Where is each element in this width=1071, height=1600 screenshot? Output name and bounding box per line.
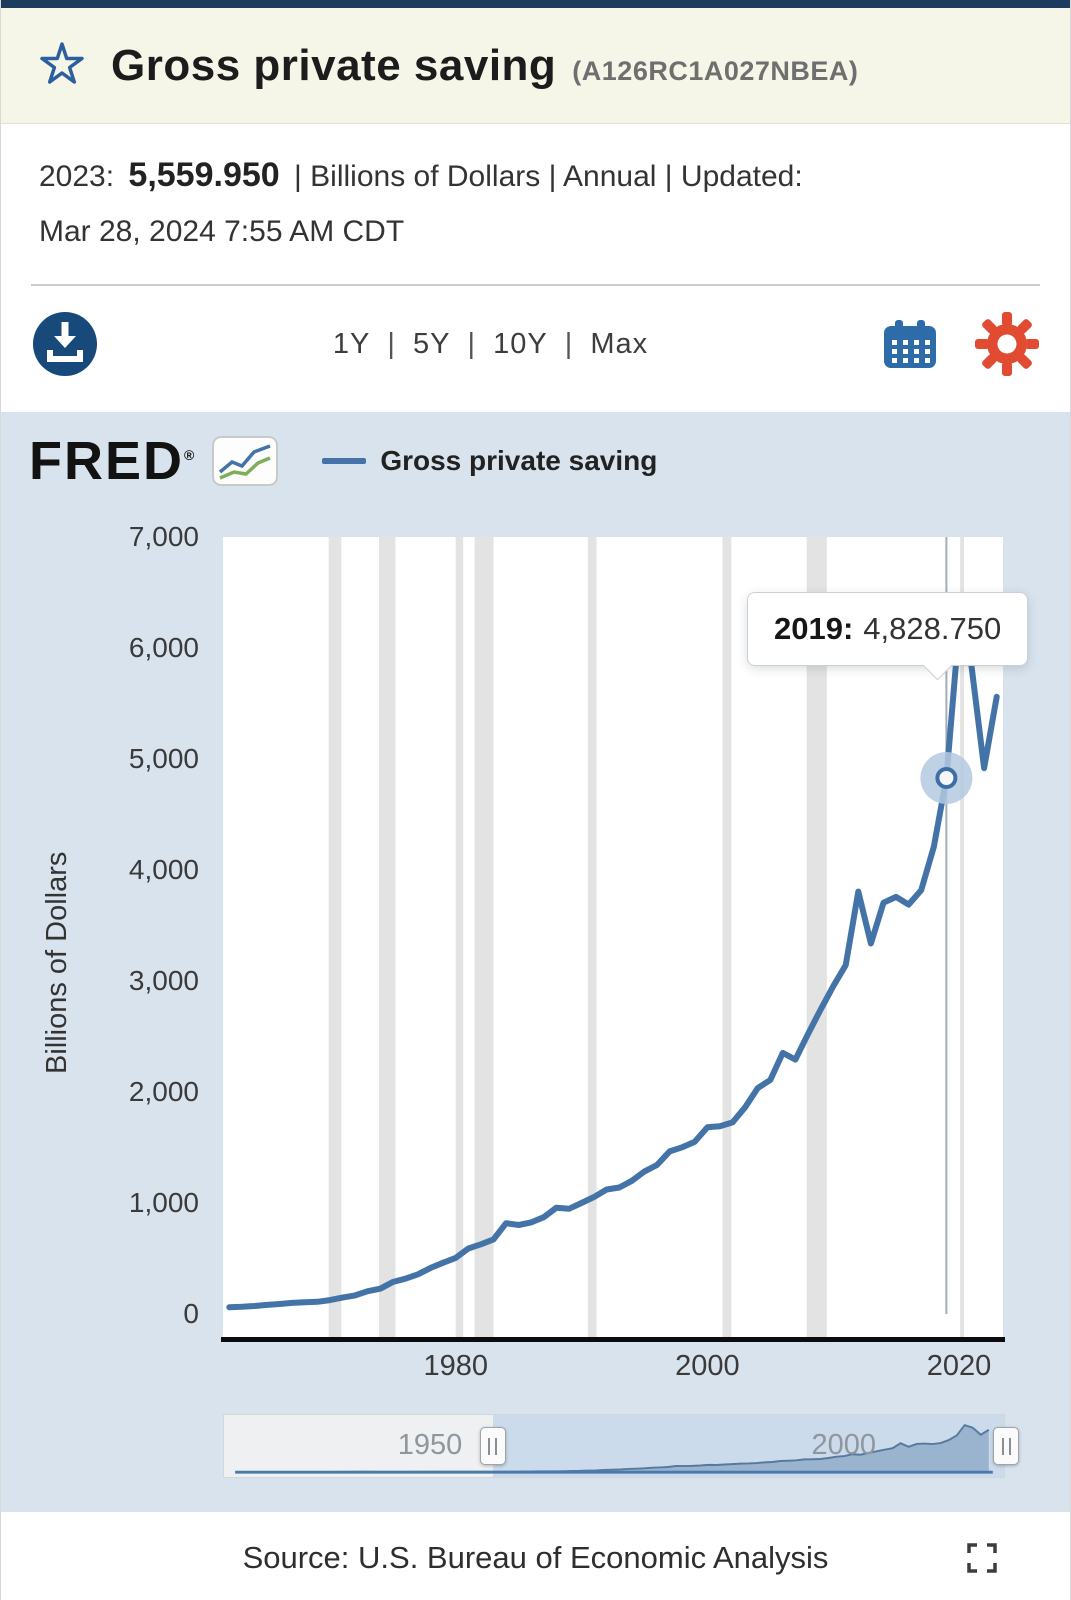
updated-timestamp: Mar 28, 2024 7:55 AM CDT bbox=[39, 215, 405, 248]
date-range-selector[interactable]: 1Y | 5Y | 10Y | Max bbox=[99, 328, 882, 361]
recession-band bbox=[587, 537, 597, 1337]
calendar-button[interactable] bbox=[882, 318, 938, 370]
source-text: Source: U.S. Bureau of Economic Analysis bbox=[242, 1540, 829, 1575]
top-bar bbox=[1, 0, 1070, 8]
data-line bbox=[226, 624, 1000, 1311]
recession-band bbox=[960, 537, 964, 1337]
legend-line-swatch bbox=[322, 458, 367, 464]
download-button[interactable] bbox=[31, 310, 99, 378]
settings-button[interactable] bbox=[974, 311, 1040, 377]
observation-value: 5,559.950 bbox=[128, 156, 280, 194]
recession-band bbox=[806, 537, 827, 1337]
y-tick-label: 2,000 bbox=[128, 1076, 199, 1107]
slider-year-label: 2000 bbox=[811, 1429, 877, 1461]
marker-dot bbox=[935, 767, 958, 789]
recession-band bbox=[455, 537, 464, 1337]
page-title: Gross private saving (A126RC1A027NBEA) bbox=[111, 41, 858, 91]
range-1y[interactable]: 1Y bbox=[332, 327, 371, 360]
recession-band bbox=[722, 537, 732, 1337]
legend-label: Gross private saving bbox=[380, 445, 658, 476]
slider-year-label: 1950 bbox=[397, 1429, 463, 1461]
slider-handle-left[interactable] bbox=[479, 1427, 506, 1465]
fullscreen-icon bbox=[967, 1543, 997, 1573]
calendar-icon bbox=[884, 320, 936, 368]
tooltip-year: 2019: bbox=[774, 611, 854, 646]
slider-overview-chart bbox=[235, 1423, 993, 1474]
series-header: Gross private saving (A126RC1A027NBEA) bbox=[1, 8, 1070, 124]
range-max[interactable]: Max bbox=[590, 327, 649, 360]
range-10y[interactable]: 10Y bbox=[493, 327, 548, 360]
range-separator: | bbox=[458, 327, 486, 360]
observation-meta: 2023: 5,559.950 | Billions of Dollars | … bbox=[1, 124, 1070, 268]
x-tick-label: 2000 bbox=[675, 1350, 740, 1382]
y-tick-label: 7,000 bbox=[128, 521, 199, 552]
divider bbox=[31, 284, 1040, 286]
brand-row: FRED® Gross private saving bbox=[29, 434, 657, 488]
x-tick-label: 1980 bbox=[423, 1350, 488, 1382]
fred-sparkline-icon bbox=[212, 436, 279, 486]
chart-toolbar: 1Y | 5Y | 10Y | Max bbox=[1, 286, 1070, 406]
y-tick-label: 1,000 bbox=[128, 1187, 199, 1218]
registered-mark: ® bbox=[184, 447, 197, 463]
toolbar-right bbox=[882, 311, 1040, 377]
y-tick-label: 3,000 bbox=[128, 965, 199, 996]
observation-year: 2023: bbox=[39, 160, 115, 193]
y-tick-label: 5,000 bbox=[128, 743, 199, 774]
range-slider[interactable]: 1950 2000 bbox=[223, 1414, 1019, 1478]
y-tick-label: 6,000 bbox=[128, 632, 199, 663]
download-icon bbox=[33, 312, 97, 376]
range-separator: | bbox=[555, 327, 583, 360]
tooltip-value: 4,828.750 bbox=[863, 611, 1002, 646]
range-5y[interactable]: 5Y bbox=[412, 327, 451, 360]
favorite-star-icon[interactable] bbox=[37, 38, 87, 93]
x-axis-line bbox=[221, 1337, 1005, 1342]
range-separator: | bbox=[378, 327, 405, 360]
observation-details: | Billions of Dollars | Annual | Updated… bbox=[294, 160, 803, 193]
recession-band bbox=[328, 537, 342, 1337]
y-axis-title: Billions of Dollars bbox=[41, 851, 73, 1074]
chart-footer: Source: U.S. Bureau of Economic Analysis bbox=[1, 1512, 1070, 1600]
fred-logo[interactable]: FRED® bbox=[29, 431, 197, 491]
y-tick-label: 4,000 bbox=[128, 854, 199, 885]
y-tick-label: 0 bbox=[183, 1298, 199, 1329]
chart-legend: Gross private saving bbox=[322, 445, 657, 477]
series-id: (A126RC1A027NBEA) bbox=[572, 55, 859, 86]
handle-grip-icon bbox=[488, 1437, 498, 1455]
fullscreen-button[interactable] bbox=[966, 1542, 998, 1574]
slider-selected-window[interactable] bbox=[492, 1415, 1004, 1477]
series-title: Gross private saving bbox=[111, 40, 557, 90]
chart-area: FRED® Gross private saving Billions of D… bbox=[1, 412, 1070, 1512]
gear-icon bbox=[975, 312, 1039, 376]
x-tick-label: 2020 bbox=[926, 1350, 992, 1382]
handle-grip-icon bbox=[1001, 1437, 1011, 1455]
chart-tooltip: 2019: 4,828.750 bbox=[747, 592, 1029, 666]
plot-area[interactable] bbox=[223, 537, 1003, 1337]
recession-band bbox=[379, 537, 396, 1337]
recession-band bbox=[474, 537, 494, 1337]
slider-handle-right[interactable] bbox=[993, 1427, 1019, 1465]
